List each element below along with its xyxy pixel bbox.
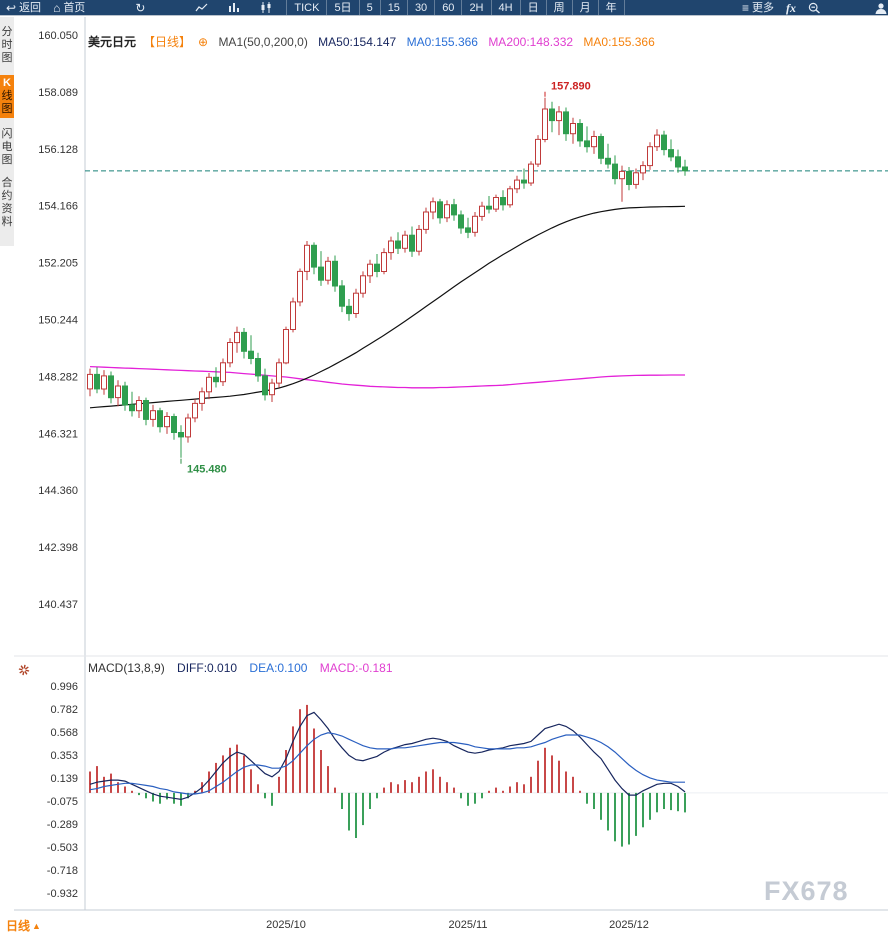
back-icon: ↩ (6, 0, 17, 15)
back-button[interactable]: ↩ 返回 (0, 0, 47, 15)
svg-text:142.398: 142.398 (38, 542, 78, 554)
candle-chart-button[interactable] (254, 2, 278, 13)
line-chart-button[interactable] (189, 2, 214, 13)
svg-text:146.321: 146.321 (38, 428, 78, 440)
macd-title: MACD(13,8,9) (88, 661, 165, 675)
back-label: 返回 (19, 1, 42, 14)
more-label: 更多 (752, 1, 774, 14)
sidebar-tab-lightning-chart[interactable]: 闪电图 (1, 128, 13, 166)
kline-k-badge: K (3, 77, 11, 89)
macd-dea-value: DEA:0.100 (249, 661, 308, 675)
sidebar-tab-kline-chart[interactable]: K线图 (0, 75, 14, 118)
fx678-watermark: FX678 (764, 876, 849, 906)
refresh-icon: ↻ (135, 0, 146, 15)
svg-text:152.205: 152.205 (38, 258, 78, 270)
svg-text:2025/11: 2025/11 (449, 919, 488, 931)
timeframe-week[interactable]: 周 (545, 0, 572, 15)
timeframe-year[interactable]: 年 (597, 0, 625, 15)
zoom-out-button[interactable] (802, 2, 827, 14)
candle-chart-icon (260, 2, 272, 13)
svg-text:-0.503: -0.503 (47, 842, 78, 854)
timeframe-5min[interactable]: 5 (358, 0, 380, 15)
svg-text:144.360: 144.360 (38, 485, 78, 497)
home-label: 首页 (63, 1, 86, 14)
add-indicator-icon[interactable]: ⊕ (198, 35, 209, 49)
period-tag: 【日线】 (143, 35, 192, 49)
magnifier-minus-icon (808, 2, 821, 14)
timeframe-5day[interactable]: 5日 (326, 0, 358, 15)
svg-text:158.089: 158.089 (38, 87, 78, 99)
chart-legend: 美元日元 【日线】 ⊕ MA1(50,0,200,0) MA50:154.147 M… (88, 33, 662, 50)
price-macd-chart[interactable]: 160.050 158.089 156.128 154.166 152.205 150.2… (14, 17, 888, 935)
more-button[interactable]: ≡ 更多 (736, 0, 780, 15)
home-icon: ⌂ (53, 0, 61, 15)
sidebar-tab-contract-info[interactable]: 合约资料 (1, 177, 13, 228)
svg-text:2025/12: 2025/12 (609, 919, 649, 931)
macd-diff-value: DIFF:0.010 (177, 661, 238, 675)
svg-text:0.568: 0.568 (50, 727, 78, 739)
up-triangle-icon: ▲ (32, 921, 41, 931)
timeframe-tick[interactable]: TICK (286, 0, 326, 15)
ma50-value: MA50:154.147 (318, 35, 397, 49)
timeframe-60min[interactable]: 60 (434, 0, 461, 15)
symbol-name: 美元日元 (88, 35, 137, 49)
macd-legend: MACD(13,8,9) DIFF:0.010 DEA:0.100 MACD:-… (88, 661, 402, 675)
svg-text:156.128: 156.128 (38, 144, 78, 156)
svg-text:148.282: 148.282 (38, 371, 78, 383)
sidebar-tab-time-chart[interactable]: 分时图 (1, 26, 13, 64)
svg-text:140.437: 140.437 (38, 599, 78, 611)
svg-text:145.480: 145.480 (187, 464, 227, 476)
svg-text:157.890: 157.890 (551, 81, 591, 93)
timeframe-month[interactable]: 月 (571, 0, 598, 15)
chart-type-sidebar: 分时图 K线图 闪电图 合约资料 (0, 17, 14, 246)
ma0-orange-value: MA0:155.366 (583, 35, 655, 49)
timeframe-30min[interactable]: 30 (406, 0, 434, 15)
user-icon (873, 2, 888, 14)
timeframe-group: TICK 5日 5 15 30 60 2H 4H 日 周 月 年 (286, 0, 625, 15)
svg-text:-0.932: -0.932 (47, 888, 78, 900)
svg-text:2025/10: 2025/10 (266, 919, 306, 931)
timeframe-2h[interactable]: 2H (461, 0, 490, 15)
svg-text:154.166: 154.166 (38, 201, 78, 213)
ma-settings-label: MA1(50,0,200,0) (218, 35, 308, 49)
bottom-period-label: 日线 (6, 919, 31, 933)
ma200-value: MA200:148.332 (488, 35, 574, 49)
bar-chart-icon (228, 2, 240, 13)
svg-text:-0.075: -0.075 (47, 796, 78, 808)
ma0-blue-value: MA0:155.366 (406, 35, 478, 49)
svg-text:-0.718: -0.718 (47, 865, 78, 877)
svg-text:0.996: 0.996 (50, 681, 78, 693)
bottom-period-selector[interactable]: 日线 ▲ (6, 917, 41, 934)
svg-text:150.244: 150.244 (38, 315, 78, 327)
kline-label: 线图 (1, 90, 13, 115)
refresh-button[interactable]: ↻ (129, 1, 151, 15)
timeframe-4h[interactable]: 4H (490, 0, 520, 15)
macd-value: MACD:-0.181 (319, 661, 393, 675)
bar-chart-button[interactable] (222, 2, 246, 13)
top-toolbar: ↩ 返回 ⌂ 首页 ↻ TICK 5日 5 15 30 60 2H 4H 日 周… (0, 0, 888, 16)
svg-text:0.139: 0.139 (50, 773, 78, 785)
fx-icon: fx (786, 0, 796, 15)
svg-text:-0.289: -0.289 (47, 819, 78, 831)
line-chart-icon (195, 2, 208, 13)
user-button[interactable] (867, 2, 888, 14)
timeframe-day[interactable]: 日 (519, 0, 546, 15)
hamburger-icon: ≡ (741, 0, 749, 15)
svg-text:0.782: 0.782 (50, 704, 78, 716)
timeframe-15min[interactable]: 15 (379, 0, 407, 15)
svg-text:0.353: 0.353 (50, 750, 78, 762)
svg-text:160.050: 160.050 (38, 30, 78, 42)
fx-indicator-button[interactable]: fx (780, 0, 802, 15)
home-button[interactable]: ⌂ 首页 (47, 0, 91, 15)
